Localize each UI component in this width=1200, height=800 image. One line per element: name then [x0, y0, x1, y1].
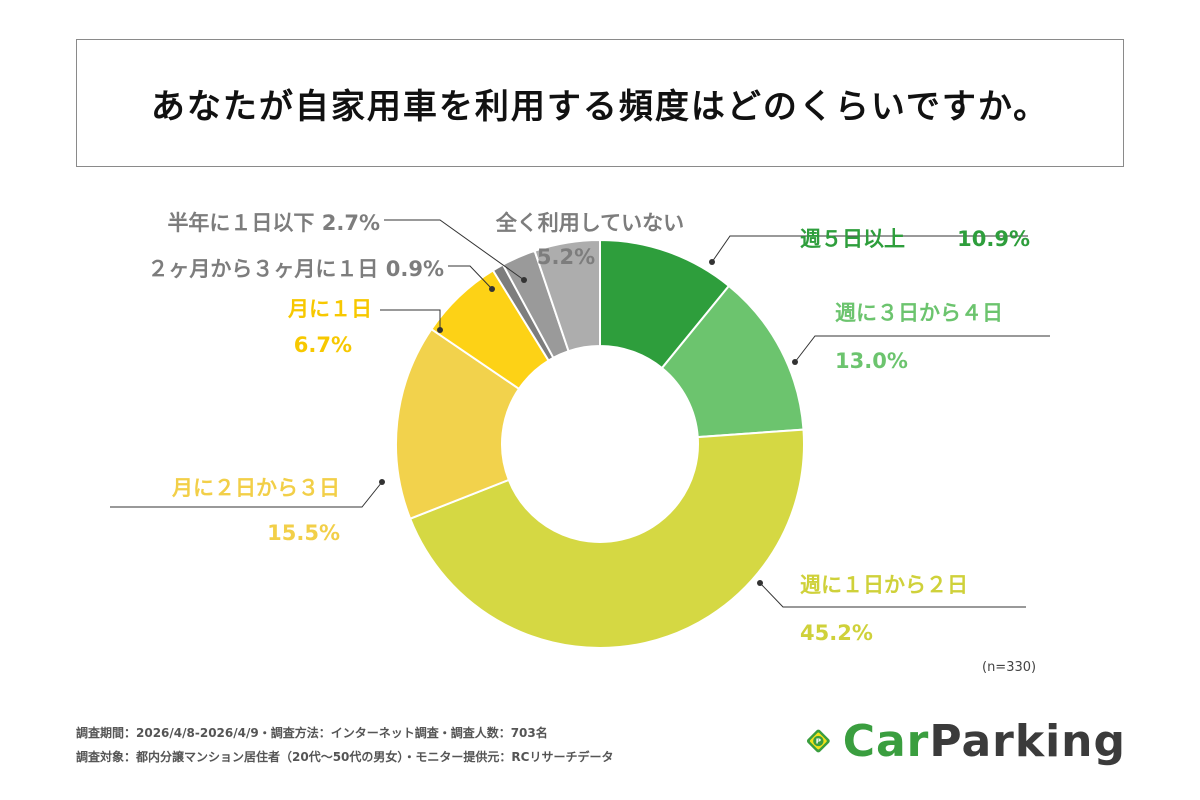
slice-label-5: ２ヶ月から３ヶ月に１日 0.9%: [147, 257, 495, 292]
logo-text-parking: Parking: [929, 715, 1126, 767]
value-label-1: 13.0%: [835, 349, 908, 373]
footer-survey-target: 調査対象：都内分譲マンション居住者（20代〜50代の男女）・モニター提供元：RC…: [76, 750, 614, 764]
category-label-0: 週５日以上: [800, 227, 905, 251]
category-label-1: 週に３日から４日: [835, 301, 1003, 325]
logo-text: CarParking: [843, 716, 1126, 767]
leader-line-0: [711, 235, 1028, 263]
sample-size: (n=330): [982, 660, 1037, 675]
leader-dot-6: [521, 277, 527, 283]
donut-slice-2: [408, 428, 805, 649]
slice-label-6: 半年に１日以下 2.7%: [167, 211, 527, 283]
leader-dot-3: [379, 479, 385, 485]
category-label-2: 週に１日から２日: [800, 573, 968, 597]
value-label-2: 45.2%: [800, 621, 873, 645]
slice-label-1: 週に３日から４日 13.0%: [792, 301, 1050, 373]
leader-line-5: [448, 265, 493, 290]
logo-text-car: Car: [842, 715, 930, 767]
slice-label-7: 全く利用していない 5.2%: [495, 211, 684, 269]
leader-line-2: [759, 582, 1026, 608]
value-label-0: 10.9%: [957, 227, 1030, 251]
donut-slice-3: [395, 327, 521, 521]
leader-dot-0: [709, 259, 715, 265]
category-label-5: ２ヶ月から３ヶ月に１日 0.9%: [147, 257, 444, 281]
leader-dot-1: [792, 359, 798, 365]
leader-line-4: [380, 309, 441, 330]
leader-dot-5: [489, 286, 495, 292]
logo-icon-letter: P: [816, 737, 821, 746]
leader-line-6: [384, 219, 525, 281]
slice-label-3: 月に２日から３日 15.5%: [110, 476, 385, 545]
slice-label-4: 月に１日 6.7%: [287, 297, 443, 357]
category-label-4: 月に１日: [287, 297, 372, 321]
leader-line-3: [110, 481, 383, 508]
page-title: あなたが自家用車を利用する頻度はどのくらいですか。: [150, 86, 1050, 127]
leader-dot-2: [757, 580, 763, 586]
carparking-logo: P CarParking: [806, 704, 1126, 778]
donut-slice-7: [533, 238, 601, 353]
category-label-7: 全く利用していない: [495, 211, 684, 235]
category-label-6: 半年に１日以下 2.7%: [167, 211, 380, 235]
value-label-3: 15.5%: [267, 521, 340, 545]
leader-line-1: [794, 335, 1050, 363]
value-label-4: 6.7%: [294, 333, 352, 357]
donut-slices: [395, 238, 805, 649]
leader-dot-4: [437, 327, 443, 333]
parking-p-diamond-icon: P: [806, 729, 830, 753]
footer-survey-period: 調査期間：2026/4/8-2026/4/9・調査方法：インターネット調査・調査…: [76, 726, 548, 740]
title-box: あなたが自家用車を利用する頻度はどのくらいですか。: [76, 39, 1124, 167]
slice-label-2: 週に１日から２日 45.2%: [757, 573, 1026, 645]
category-label-3: 月に２日から３日: [171, 476, 340, 500]
slice-label-0: 週５日以上 10.9%: [709, 227, 1030, 265]
value-label-7: 5.2%: [537, 245, 595, 269]
